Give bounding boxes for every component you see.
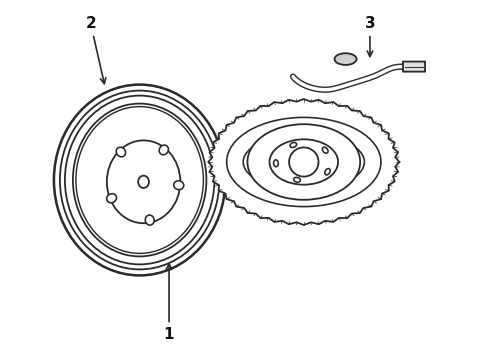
Ellipse shape bbox=[107, 194, 117, 203]
Ellipse shape bbox=[116, 147, 125, 157]
FancyBboxPatch shape bbox=[403, 62, 425, 72]
Ellipse shape bbox=[54, 85, 225, 275]
Ellipse shape bbox=[60, 91, 220, 269]
Ellipse shape bbox=[247, 124, 360, 200]
Ellipse shape bbox=[145, 215, 154, 225]
Ellipse shape bbox=[335, 53, 357, 65]
Ellipse shape bbox=[138, 176, 149, 188]
Ellipse shape bbox=[325, 168, 330, 175]
Polygon shape bbox=[208, 99, 399, 225]
Ellipse shape bbox=[76, 107, 203, 253]
Ellipse shape bbox=[65, 96, 215, 264]
Ellipse shape bbox=[322, 147, 328, 153]
Text: 3: 3 bbox=[365, 16, 375, 57]
Ellipse shape bbox=[290, 143, 296, 148]
Ellipse shape bbox=[294, 177, 300, 182]
Ellipse shape bbox=[159, 145, 169, 155]
Ellipse shape bbox=[173, 181, 184, 190]
Ellipse shape bbox=[73, 104, 206, 256]
Ellipse shape bbox=[273, 160, 278, 167]
Text: 2: 2 bbox=[85, 16, 106, 84]
Text: 1: 1 bbox=[164, 264, 174, 342]
Ellipse shape bbox=[289, 148, 318, 177]
